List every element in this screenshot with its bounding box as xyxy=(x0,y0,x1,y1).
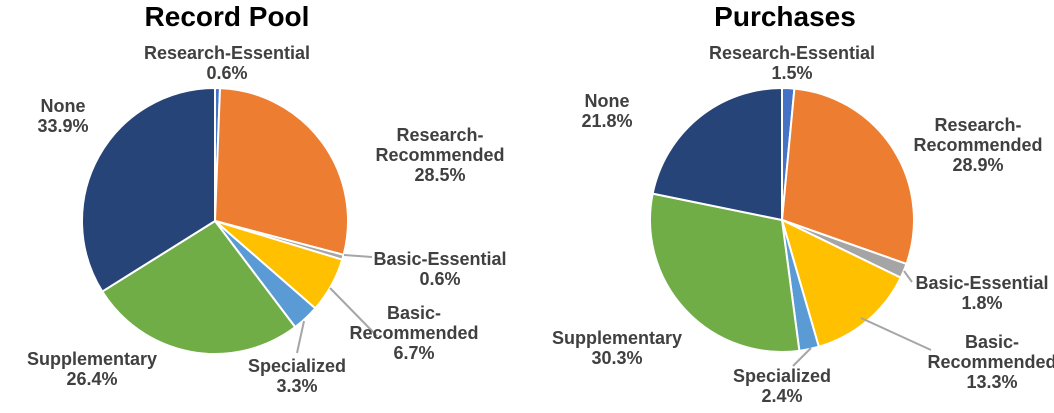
slice-label-name: Specialized xyxy=(732,366,832,386)
slice-label-pct: 26.4% xyxy=(66,369,118,389)
slice-label-research-essential: Research-Essential 1.5% xyxy=(697,43,887,83)
slice-label-name: Recommended xyxy=(913,135,1043,155)
slice-label-pct: 6.7% xyxy=(393,343,435,363)
slice-label-research-recommended: Research- Recommended 28.5% xyxy=(365,125,515,185)
slice-label-pct: 28.9% xyxy=(952,155,1004,175)
slice-label-none: None 21.8% xyxy=(552,91,662,131)
slice-label-none: None 33.9% xyxy=(8,96,118,136)
slice-label-name: Supplementary xyxy=(551,328,683,348)
slice-label-name: Recommended xyxy=(927,352,1054,372)
slice-label-basic-recommended: Basic- Recommended 13.3% xyxy=(912,332,1054,392)
slice-label-name: Research- xyxy=(396,125,484,145)
slice-label-name: Research-Essential xyxy=(708,43,876,63)
purchases-pie xyxy=(649,87,932,367)
slice-label-pct: 3.3% xyxy=(276,376,318,396)
slice-label-pct: 0.6% xyxy=(206,63,248,83)
leader-line-basic-recommended xyxy=(329,287,378,337)
pie-slice-none xyxy=(651,87,783,221)
slice-label-pct: 1.5% xyxy=(771,63,813,83)
leader-line-basic-essential xyxy=(903,270,913,283)
slice-label-research-recommended: Research- Recommended 28.9% xyxy=(903,115,1053,175)
slice-label-name: None xyxy=(40,96,86,116)
slice-label-research-essential: Research-Essential 0.6% xyxy=(132,43,322,83)
slice-label-specialized: Specialized 2.4% xyxy=(712,366,852,406)
purchases-chart: Purchases Research-Essential 1.5% Research… xyxy=(527,0,1054,413)
slice-label-name: Basic-Essential xyxy=(915,273,1049,293)
pie-slice-supplementary xyxy=(101,220,297,356)
slice-label-name: Basic- xyxy=(964,332,1020,352)
slice-label-supplementary: Supplementary 26.4% xyxy=(2,349,182,389)
record-pool-chart: Record Pool Research-Essential 0.6% Resear… xyxy=(2,1,530,396)
leader-line-basic-essential xyxy=(343,254,373,258)
slice-label-name: Basic-Essential xyxy=(373,249,507,269)
slice-label-pct: 21.8% xyxy=(581,111,633,131)
slice-label-name: Research- xyxy=(934,115,1022,135)
purchases-title: Purchases xyxy=(714,1,856,32)
slice-label-pct: 13.3% xyxy=(966,372,1018,392)
slice-label-basic-recommended: Basic- Recommended 6.7% xyxy=(339,303,489,363)
pie-slice-research-recommended xyxy=(781,87,915,265)
pie-slice-research-recommended xyxy=(214,87,349,256)
slice-label-pct: 2.4% xyxy=(761,386,803,406)
slice-label-name: Basic- xyxy=(386,303,442,323)
slice-label-pct: 28.5% xyxy=(414,165,466,185)
slice-label-pct: 33.9% xyxy=(37,116,89,136)
pie-slice-none xyxy=(81,87,216,293)
record-pool-pie xyxy=(81,86,378,356)
slice-label-basic-essential: Basic-Essential 0.6% xyxy=(350,249,530,289)
slice-label-name: Specialized xyxy=(247,356,347,376)
slice-label-name: None xyxy=(584,91,630,111)
slice-label-name: Recommended xyxy=(375,145,505,165)
slice-label-pct: 30.3% xyxy=(591,348,643,368)
slice-label-name: Recommended xyxy=(349,323,479,343)
slice-label-basic-essential: Basic-Essential 1.8% xyxy=(892,273,1054,313)
slice-label-specialized: Specialized 3.3% xyxy=(227,356,367,396)
leader-line-specialized xyxy=(296,320,305,354)
slice-label-supplementary: Supplementary 30.3% xyxy=(527,328,707,368)
pie-slice-supplementary xyxy=(649,192,801,353)
record-pool-title: Record Pool xyxy=(144,1,310,32)
slice-label-name: Research-Essential xyxy=(143,43,311,63)
slice-label-pct: 0.6% xyxy=(419,269,461,289)
slice-label-name: Supplementary xyxy=(26,349,158,369)
slice-label-pct: 1.8% xyxy=(961,293,1003,313)
leader-line-specialized xyxy=(792,347,812,367)
leader-line-basic-recommended xyxy=(860,317,932,351)
